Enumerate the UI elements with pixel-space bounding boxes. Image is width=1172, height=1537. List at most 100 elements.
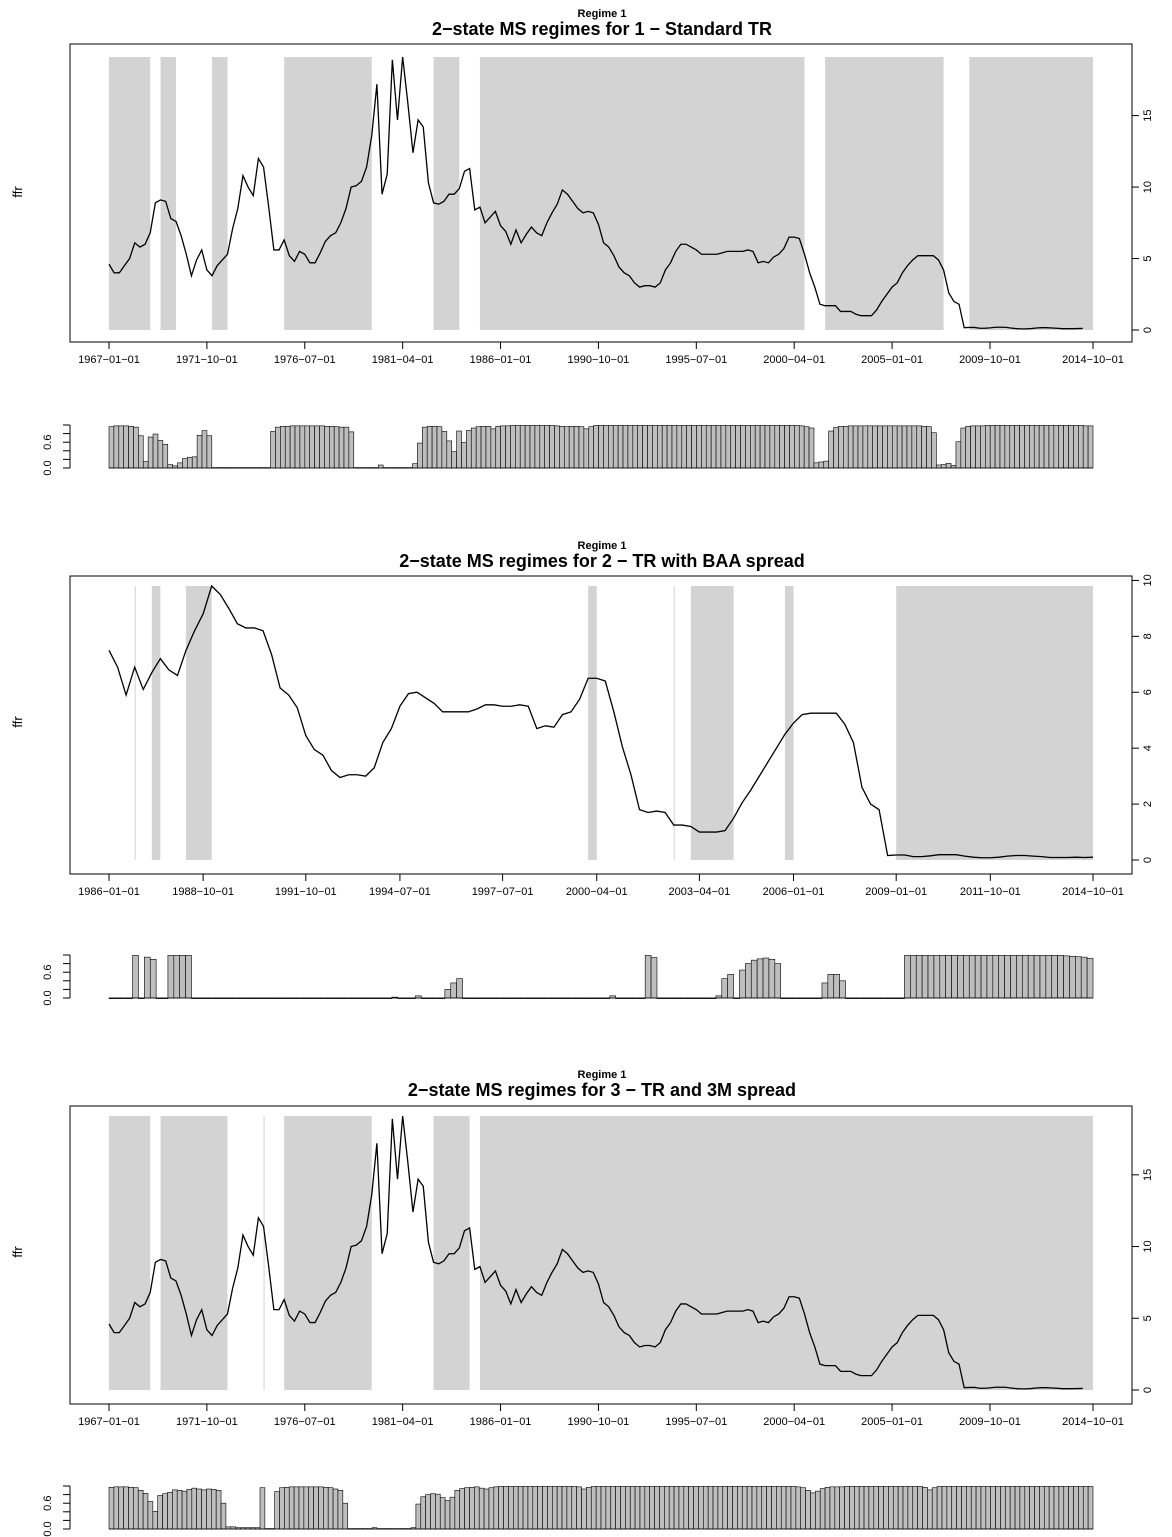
x-tick-label: 1976−07−01 [274, 1416, 336, 1428]
prob-bar [762, 957, 770, 999]
prob-bar [493, 1486, 499, 1530]
y-tick-label: 8 [1142, 633, 1154, 639]
prob-bar [904, 955, 911, 999]
prob-y-tick-label: 0.0 [42, 1521, 54, 1536]
prob-bar [933, 955, 941, 999]
regime-shade-band [825, 57, 944, 330]
prob-bar [576, 1486, 582, 1530]
prob-bar [524, 425, 531, 469]
prob-bar [838, 425, 844, 469]
prob-bar [571, 1486, 577, 1530]
prob-bar [975, 425, 981, 469]
prob-bar [615, 1486, 621, 1530]
prob-bar [784, 425, 790, 469]
prob-bar [774, 963, 782, 999]
prob-bar [702, 1486, 709, 1530]
prob-bar [910, 955, 917, 999]
prob-bar [691, 425, 697, 469]
prob-bar [1063, 955, 1070, 999]
prob-bar [965, 425, 971, 469]
prob-bar [554, 425, 560, 469]
prob-bar [620, 1486, 626, 1530]
prob-bar [759, 425, 766, 469]
prob-bar [936, 1486, 943, 1530]
regime-shade-band [969, 57, 1093, 330]
prob-bar [872, 425, 878, 469]
x-tick-label: 1990−10−01 [568, 354, 630, 366]
prob-bar [686, 425, 692, 469]
prob-bar [632, 425, 639, 469]
prob-bar [196, 1488, 202, 1530]
regime-shade-band [263, 1116, 265, 1390]
prob-bar [1078, 1486, 1084, 1530]
prob-bar [1000, 1486, 1006, 1530]
prob-bar [142, 1493, 149, 1530]
prob-bar [946, 1486, 953, 1530]
prob-bar [191, 1487, 197, 1530]
prob-bar [147, 1501, 154, 1530]
prob-bar [343, 426, 350, 469]
x-tick-label: 2009−01−01 [865, 886, 927, 898]
prob-bar [827, 974, 835, 999]
prob-bar [1087, 1486, 1094, 1530]
prob-bar [999, 425, 1006, 469]
panel-3-supertitle: Regime 1 [578, 1069, 627, 1081]
x-tick-label: 1991−10−01 [275, 886, 337, 898]
prob-bar [961, 1486, 967, 1530]
prob-bar [284, 425, 291, 469]
prob-bar [907, 1486, 914, 1530]
prob-bar [444, 1500, 451, 1530]
regime-shade-band [433, 1116, 470, 1390]
prob-bar [721, 978, 728, 999]
panel-2-title: 2−state MS regimes for 2 − TR with BAA s… [399, 551, 804, 571]
prob-bar [603, 425, 609, 469]
x-tick-label: 2003−04−01 [669, 886, 731, 898]
prob-bar [673, 1486, 680, 1530]
prob-bar [522, 1486, 529, 1530]
prob-bar [915, 955, 923, 999]
prob-bar [176, 1490, 183, 1530]
prob-bar [314, 425, 320, 469]
panel-3-y-axis: 0 5 10 15 [1131, 1169, 1154, 1393]
prob-bar [926, 426, 932, 469]
prob-bar [172, 1489, 178, 1530]
panel-2-x-axis: 1986−01−01 1988−10−01 1991−10−01 1994−07−01… [78, 873, 1124, 898]
x-tick-label: 2000−04−01 [763, 354, 825, 366]
prob-bar [157, 440, 164, 469]
prob-bar [590, 1486, 597, 1530]
regime-shade-band [160, 1116, 228, 1390]
prob-bar [568, 425, 575, 469]
prob-bar [739, 969, 746, 999]
prob-bar [1082, 425, 1089, 469]
prob-bar [681, 425, 687, 469]
prob-bar [431, 425, 438, 469]
prob-bar [951, 1486, 957, 1530]
prob-bar [678, 1486, 685, 1530]
prob-bar [211, 1489, 217, 1530]
regime-shade-band [479, 57, 805, 330]
prob-bar [927, 1489, 933, 1530]
prob-bar [818, 461, 825, 469]
prob-bar [798, 425, 805, 469]
prob-bar [1063, 425, 1069, 469]
prob-bar [323, 1486, 329, 1530]
prob-bar [912, 1486, 918, 1530]
prob-bar [152, 1511, 159, 1530]
panel-standard-tr: Regime 1 2−state MS regimes for 1 − Stan… [10, 8, 1154, 476]
prob-bar [561, 1486, 568, 1530]
x-tick-label: 2009−10−01 [959, 354, 1021, 366]
prob-bar [970, 425, 976, 469]
prob-bar [756, 1486, 763, 1530]
prob-bar [1005, 1486, 1011, 1530]
x-tick-label: 2005−01−01 [861, 1416, 923, 1428]
prob-bar [133, 426, 139, 469]
panel-3-title: 2−state MS regimes for 3 − TR and 3M spr… [408, 1080, 796, 1100]
prob-bar [727, 1486, 733, 1530]
prob-bar [696, 425, 702, 469]
x-tick-label: 1990−10−01 [568, 1416, 630, 1428]
prob-bar [559, 425, 565, 469]
prob-bar [201, 1489, 207, 1530]
prob-bar [162, 444, 169, 469]
prob-bar [1053, 425, 1060, 469]
prob-bar [808, 427, 815, 469]
